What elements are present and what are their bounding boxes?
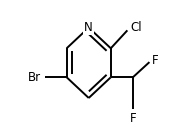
Text: Cl: Cl [131, 21, 142, 34]
Text: N: N [84, 21, 93, 34]
Text: F: F [130, 112, 136, 125]
Text: F: F [152, 54, 158, 67]
Text: Br: Br [28, 71, 41, 84]
